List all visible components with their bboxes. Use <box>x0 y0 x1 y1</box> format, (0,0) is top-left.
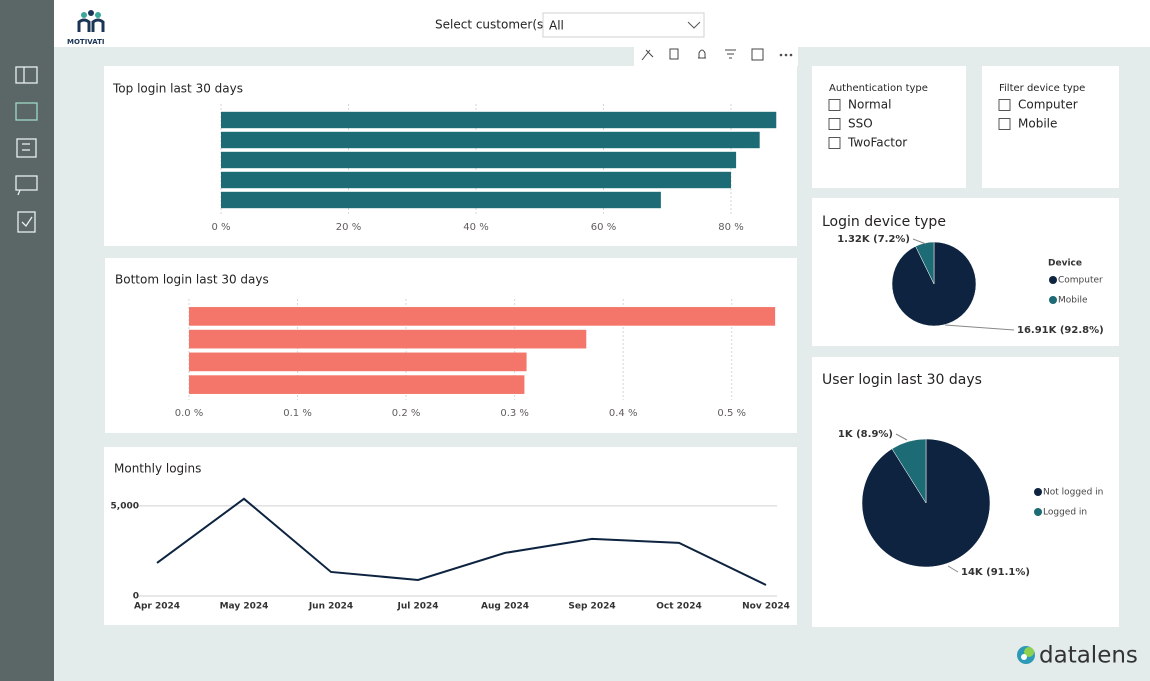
x-tick-label: 0.4 % <box>609 408 638 419</box>
data-label: 14K (91.1%) <box>961 567 1030 578</box>
x-tick-label: Apr 2024 <box>134 602 180 612</box>
brand-icon <box>1017 646 1035 664</box>
checkbox[interactable] <box>828 99 841 111</box>
x-tick-label: Jul 2024 <box>396 602 438 612</box>
legend-swatch <box>1049 296 1057 304</box>
chart-title: Bottom login last 30 days <box>115 273 269 287</box>
slicer-title: Filter device type <box>999 83 1085 94</box>
bar <box>189 352 527 372</box>
x-tick-label: 80 % <box>718 222 743 233</box>
leader-line <box>895 433 908 441</box>
data-label: 1K (8.9%) <box>838 429 893 440</box>
x-tick-label: Nov 2024 <box>742 602 790 612</box>
y-tick-label: 0 <box>133 592 139 602</box>
legend-label: Logged in <box>1043 508 1087 518</box>
leader-line <box>947 565 959 573</box>
toolbar-icons[interactable] <box>641 48 793 61</box>
data-label: 16.91K (92.8%) <box>1017 325 1104 336</box>
bar <box>221 111 777 129</box>
bar <box>221 131 760 149</box>
slicer-option: TwoFactor <box>847 136 907 150</box>
checkbox[interactable] <box>998 99 1011 111</box>
x-tick-label: 0.0 % <box>175 408 204 419</box>
line <box>156 497 767 586</box>
logo-icon <box>77 10 105 32</box>
data-label: 1.32K (7.2%) <box>837 234 910 245</box>
x-tick-label: Jun 2024 <box>308 602 353 612</box>
x-tick-label: 0 % <box>211 222 230 233</box>
leader-line <box>912 238 927 245</box>
x-tick-label: 40 % <box>463 222 488 233</box>
sidebar <box>0 0 54 681</box>
checkbox[interactable] <box>828 118 841 130</box>
legend-title: Device <box>1048 259 1082 269</box>
bar <box>221 171 731 189</box>
slicer-option: Normal <box>848 98 891 112</box>
checkbox[interactable] <box>828 137 841 149</box>
customer-label: Select customer(s) <box>435 18 548 32</box>
x-tick-label: 0.3 % <box>500 408 529 419</box>
slicer-option: SSO <box>848 117 873 131</box>
slicer-title: Authentication type <box>829 83 928 94</box>
x-tick-label: 0.1 % <box>283 408 312 419</box>
legend-label: Not logged in <box>1043 488 1103 498</box>
slicer-option: Computer <box>1018 98 1078 112</box>
visual-toolbar <box>634 45 798 66</box>
dropdown-arrow <box>687 21 701 29</box>
chart-title: Login device type <box>822 214 946 230</box>
bar <box>189 307 776 326</box>
customer-value: All <box>549 19 564 33</box>
y-tick-label: 5,000 <box>111 501 139 511</box>
x-tick-label: 60 % <box>591 222 616 233</box>
bar <box>189 329 587 349</box>
x-tick-label: Aug 2024 <box>481 602 529 612</box>
legend-swatch <box>1049 276 1057 284</box>
sidebar-icons[interactable] <box>15 66 38 233</box>
legend-swatch <box>1034 508 1042 516</box>
x-tick-label: May 2024 <box>220 602 269 612</box>
x-tick-label: Sep 2024 <box>568 602 615 612</box>
legend-swatch <box>1034 488 1042 496</box>
bar <box>221 191 661 209</box>
x-tick-label: 0.2 % <box>392 408 421 419</box>
chart-title: Monthly logins <box>114 462 201 476</box>
x-tick-label: Oct 2024 <box>656 602 701 612</box>
bar <box>221 151 737 169</box>
leader-line <box>944 324 1015 331</box>
brand-text: datalens <box>1039 643 1138 669</box>
x-tick-label: 0.5 % <box>717 408 746 419</box>
chart-title: Top login last 30 days <box>112 82 243 96</box>
legend-label: Mobile <box>1058 296 1088 306</box>
bar <box>189 375 525 394</box>
legend-label: Computer <box>1058 276 1103 286</box>
x-tick-label: 20 % <box>336 222 361 233</box>
checkbox[interactable] <box>998 118 1011 130</box>
logo-text: MOTIVATI <box>67 38 105 46</box>
customer-dropdown[interactable] <box>542 12 705 38</box>
slicer-option: Mobile <box>1018 117 1057 131</box>
chart-title: User login last 30 days <box>822 372 982 388</box>
pie-slice <box>891 438 927 504</box>
